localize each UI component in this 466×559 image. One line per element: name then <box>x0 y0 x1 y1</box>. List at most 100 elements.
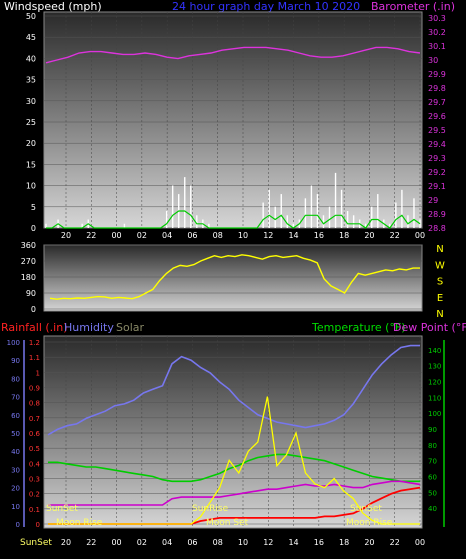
rainfall-tick-label: 0.3 <box>29 476 40 484</box>
time-tick-label: 06 <box>187 538 197 547</box>
temperature-tick-label: 60 <box>428 474 437 482</box>
compass-letter: N <box>436 309 443 320</box>
compass-letter: S <box>437 277 443 288</box>
direction-tick-label: 90 <box>26 289 36 298</box>
temperature-tick-label: 120 <box>428 379 441 387</box>
barometer-tick-label: 29.4 <box>428 140 446 149</box>
rainfall-tick-label: 1 <box>36 369 40 377</box>
time-tick-label: 08 <box>213 538 223 547</box>
barometer-tick-label: 29.6 <box>428 112 446 121</box>
temperature-title: Temperature (°F) <box>311 321 406 334</box>
rainfall-tick-label: 0.8 <box>29 400 40 408</box>
sunset-marker-1: SunSet <box>46 504 78 514</box>
time-tick-label: 20 <box>364 538 374 547</box>
sunset-marker-bottom: SunSet <box>20 538 52 548</box>
rainfall-tick-label: 0.9 <box>29 385 40 393</box>
temperature-tick-label: 50 <box>428 489 437 497</box>
compass-letter: N <box>436 244 443 255</box>
dewpoint-line <box>48 480 421 506</box>
humidity-tick-label: 10 <box>11 503 20 511</box>
windspeed-tick-label: 35 <box>26 76 36 85</box>
humidity-tick-label: 90 <box>11 357 20 365</box>
temperature-tick-label: 110 <box>428 394 441 402</box>
humidity-tick-label: 20 <box>11 485 20 493</box>
time-tick-label: 22 <box>390 231 400 240</box>
humidity-title: Humidity <box>64 321 114 334</box>
windspeed-tick-label: 20 <box>26 139 36 148</box>
temperature-tick-label: 140 <box>428 347 441 355</box>
barometer-tick-label: 29.9 <box>428 70 446 79</box>
barometer-line <box>45 46 421 64</box>
direction-tick-label: 0 <box>31 305 36 314</box>
compass-letter: W <box>435 260 445 271</box>
temperature-tick-label: 40 <box>428 505 437 513</box>
humidity-tick-label: 60 <box>11 412 20 420</box>
humidity-tick-label: 80 <box>11 375 20 383</box>
time-tick-label: 02 <box>137 231 147 240</box>
barometer-tick-label: 29.5 <box>428 126 446 135</box>
time-tick-label: 14 <box>288 231 298 240</box>
barometer-tick-label: 29.2 <box>428 168 446 177</box>
time-tick-label: 16 <box>314 231 324 240</box>
temperature-tick-label: 70 <box>428 458 437 466</box>
rainfall-tick-label: 0.1 <box>29 506 40 514</box>
time-tick-label: 06 <box>187 231 197 240</box>
time-tick-label: 22 <box>390 538 400 547</box>
rainfall-tick-label: 0.2 <box>29 491 40 499</box>
solar-line <box>48 396 420 525</box>
time-tick-label: 22 <box>86 231 96 240</box>
direction-tick-label: 270 <box>21 257 36 266</box>
time-tick-label: 10 <box>238 231 248 240</box>
time-tick-label: 14 <box>288 538 298 547</box>
time-tick-label: 20 <box>364 231 374 240</box>
time-tick-label: 20 <box>61 538 71 547</box>
windspeed-title: Windspeed (mph) <box>4 0 102 13</box>
sunset-marker-2: SunSet <box>350 504 382 514</box>
direction-tick-label: 360 <box>21 241 36 250</box>
time-tick-label: 18 <box>339 538 349 547</box>
rainfall-title: Rainfall (.in) <box>1 321 68 334</box>
temperature-tick-label: 130 <box>428 363 441 371</box>
time-tick-label: 00 <box>415 231 425 240</box>
sunrise-marker: SunRise <box>192 504 229 514</box>
barometer-tick-label: 30.3 <box>428 14 446 23</box>
compass-letter: E <box>437 293 443 304</box>
time-tick-label: 04 <box>162 231 172 240</box>
graph-date-title: 24 hour graph day March 10 2020 <box>172 0 360 13</box>
humidity-tick-label: 30 <box>11 466 20 474</box>
time-tick-label: 04 <box>162 538 172 547</box>
dewpoint-title: Dew Point (°F) <box>393 321 466 334</box>
solar-title: Solar <box>116 321 145 334</box>
barometer-tick-label: 30.1 <box>428 42 446 51</box>
humidity-line <box>47 344 420 436</box>
windspeed-tick-label: 0 <box>31 224 36 233</box>
moonset-marker: Moon Set <box>206 518 249 528</box>
avg-wind-line <box>46 210 421 229</box>
windspeed-tick-label: 25 <box>26 118 36 127</box>
time-tick-label: 22 <box>86 538 96 547</box>
wind-direction-line <box>49 254 420 300</box>
temperature-tick-label: 90 <box>428 426 437 434</box>
rainfall-tick-label: 0.5 <box>29 445 40 453</box>
windspeed-tick-label: 40 <box>26 54 36 63</box>
windspeed-tick-label: 10 <box>26 182 36 191</box>
moonrise-marker-2: Moon Rise <box>346 518 393 528</box>
humidity-tick-label: 40 <box>11 448 20 456</box>
humidity-tick-label: 0 <box>16 521 20 529</box>
barometer-tick-label: 29 <box>428 196 438 205</box>
wind-panel <box>43 11 423 229</box>
time-tick-label: 00 <box>111 231 121 240</box>
time-tick-label: 08 <box>213 231 223 240</box>
windspeed-tick-label: 45 <box>26 33 36 42</box>
time-tick-label: 12 <box>263 231 273 240</box>
time-tick-label: 02 <box>137 538 147 547</box>
direction-panel <box>43 244 423 312</box>
direction-tick-label: 180 <box>21 273 36 282</box>
humidity-tick-label: 100 <box>7 339 20 347</box>
rainfall-tick-label: 0.6 <box>29 430 41 438</box>
time-tick-label: 00 <box>415 538 425 547</box>
moonrise-marker-1: Moon Rise <box>56 518 103 528</box>
windspeed-tick-label: 5 <box>31 203 36 212</box>
humidity-tick-label: 50 <box>11 430 20 438</box>
